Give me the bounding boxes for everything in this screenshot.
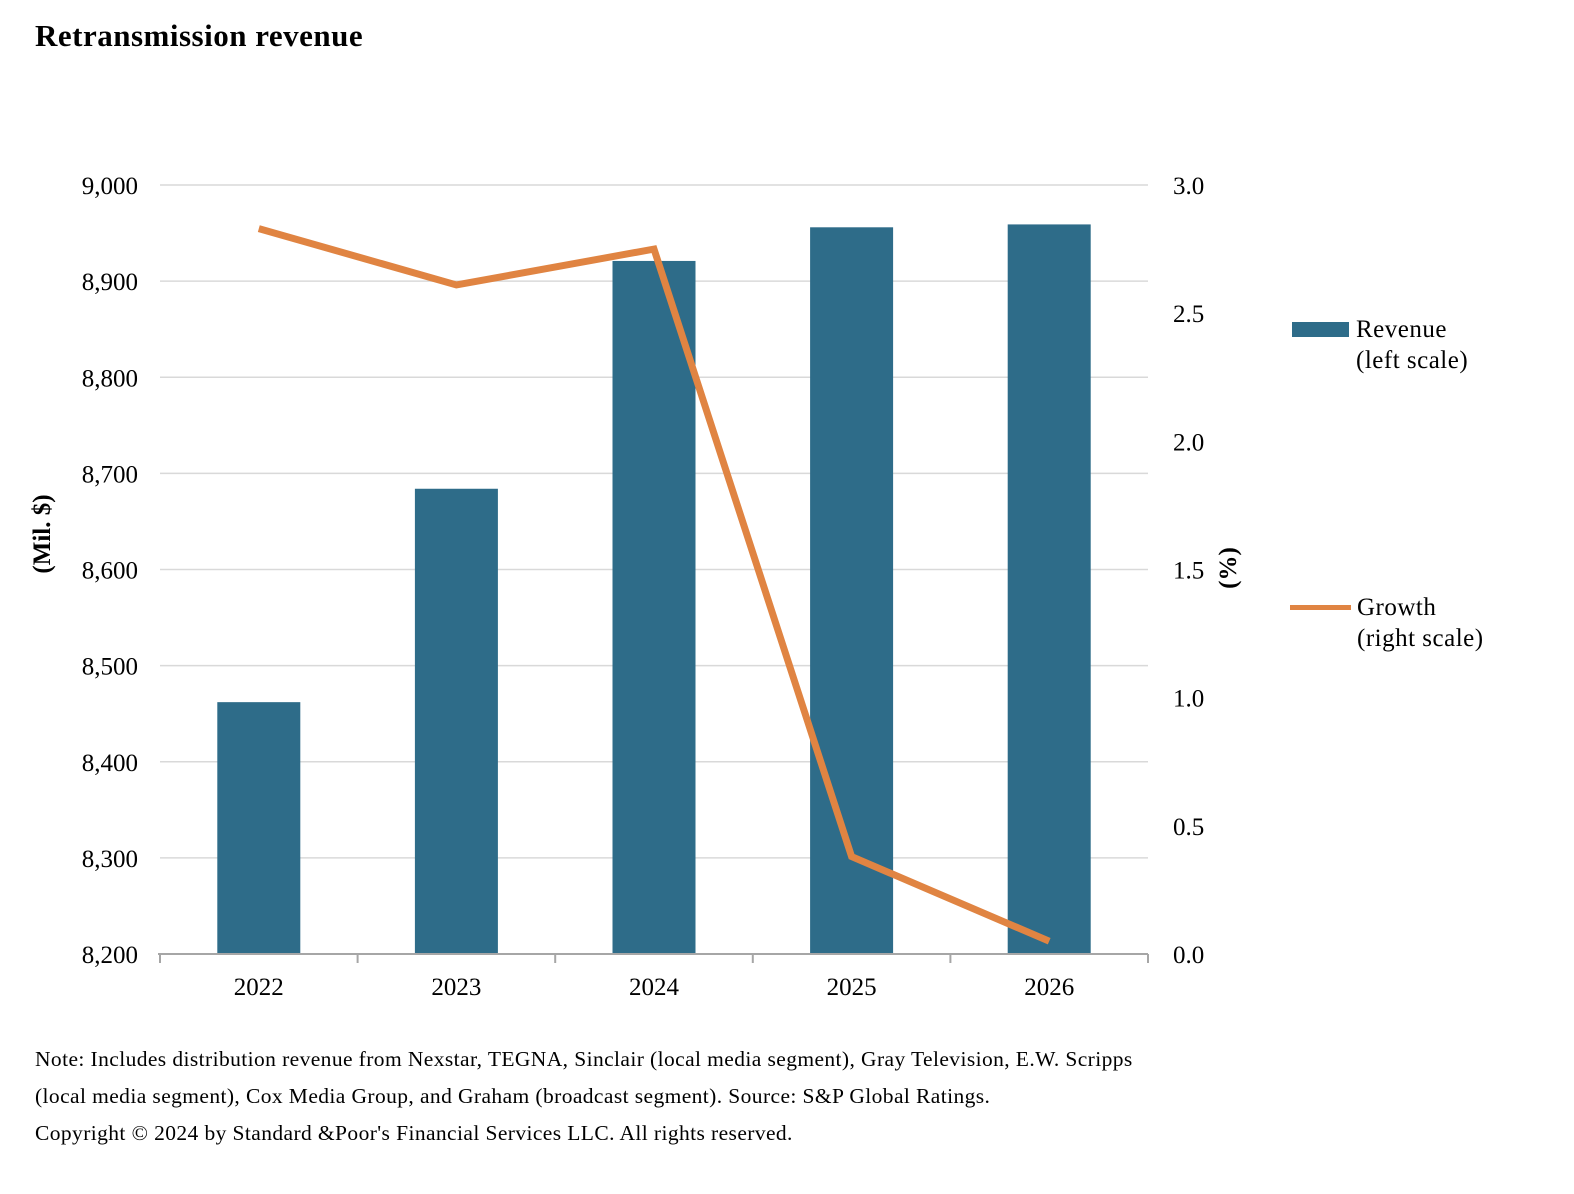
revenue-swatch-icon — [1292, 322, 1349, 337]
footnote-note-line1: Note: Includes distribution revenue from… — [35, 1047, 1133, 1071]
footnote-note-line2: (local media segment), Cox Media Group, … — [35, 1084, 991, 1108]
revenue-bar — [414, 488, 498, 954]
left-axis-tick-label: 8,900 — [82, 269, 138, 296]
revenue-bar — [612, 260, 696, 955]
footnote-copyright: Copyright © 2024 by Standard &Poor's Fin… — [35, 1121, 793, 1145]
left-axis-tick-label: 8,800 — [82, 365, 138, 392]
left-axis-tick-label: 8,600 — [82, 558, 138, 585]
right-axis-tick-label: 1.5 — [1173, 558, 1204, 585]
x-axis-category-label: 2025 — [827, 974, 877, 1001]
revenue-bar — [810, 227, 894, 955]
x-axis-category-label: 2026 — [1024, 974, 1074, 1001]
left-axis-tick-label: 8,300 — [82, 846, 138, 873]
x-axis-category-label: 2022 — [234, 974, 284, 1001]
revenue-bar — [217, 702, 301, 954]
legend-item-revenue: Revenue (left scale) — [1292, 314, 1468, 376]
left-axis-tick-label: 8,400 — [82, 750, 138, 777]
x-axis-category-label: 2023 — [431, 974, 481, 1001]
legend-growth-label: Growth (right scale) — [1357, 594, 1484, 652]
growth-line — [257, 225, 1051, 945]
chart-title: Retransmission revenue — [35, 18, 364, 53]
right-axis-tick-label: 0.0 — [1173, 942, 1204, 969]
combo-chart: 9,000 8,900 8,800 8,700 8,600 8,500 8,400 8,300… — [29, 173, 1242, 1001]
revenue-bar — [1007, 224, 1091, 954]
right-axis-tick-label: 0.5 — [1173, 814, 1204, 841]
right-axis-tick-label: 2.5 — [1173, 301, 1204, 328]
right-axis-tick-label: 2.0 — [1173, 429, 1204, 456]
footnote: Note: Includes distribution revenue from… — [35, 1041, 1535, 1152]
right-axis-tick-label: 3.0 — [1173, 173, 1204, 200]
left-axis-tick-label: 9,000 — [82, 173, 138, 200]
growth-swatch-icon — [1290, 605, 1351, 610]
left-axis-tick-label: 8,200 — [82, 942, 138, 969]
legend-item-growth: Growth (right scale) — [1290, 592, 1484, 654]
legend-revenue-label: Revenue (left scale) — [1356, 316, 1469, 374]
chart-area: 9,000 8,900 8,800 8,700 8,600 8,500 8,400 8,300… — [29, 173, 1242, 1001]
left-axis-tick-label: 8,700 — [82, 461, 138, 488]
left-axis-tick-label: 8,500 — [82, 654, 138, 681]
right-axis-tick-label: 1.0 — [1173, 686, 1204, 713]
x-axis-category-label: 2024 — [629, 974, 680, 1001]
right-axis-title: (%) — [1215, 547, 1242, 589]
left-axis-title: (Mil. $) — [29, 494, 56, 573]
